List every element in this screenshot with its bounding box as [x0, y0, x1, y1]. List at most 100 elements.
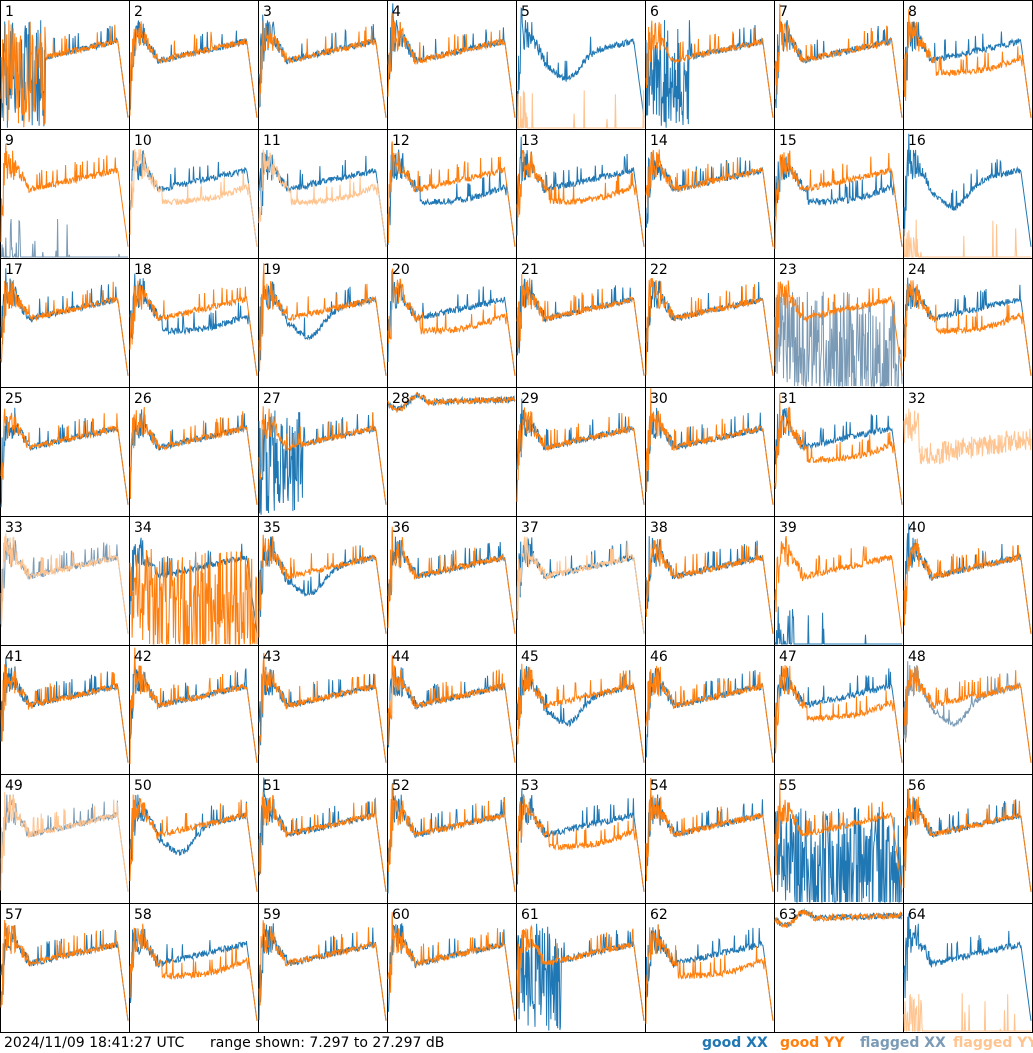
series-good-xx [0, 407, 129, 508]
series-good-xx [903, 913, 1032, 1021]
panel-15: 15 [774, 129, 904, 259]
panel-label: 32 [908, 391, 926, 407]
panel-label: 57 [5, 907, 23, 923]
panel-47: 47 [774, 645, 904, 775]
series-good-xx [516, 923, 645, 1031]
series-good-xx [516, 7, 645, 119]
panel-label: 40 [908, 520, 926, 536]
series-good-yy [129, 407, 258, 505]
series-good-yy [903, 538, 1032, 634]
panel-23: 23 [774, 258, 904, 388]
series-good-yy [645, 149, 774, 247]
series-good-yy [903, 9, 1032, 118]
series-good-xx [387, 144, 516, 247]
series-good-yy [258, 652, 387, 763]
range-label: range shown: 7.297 to 27.297 dB [210, 1035, 445, 1051]
panel-1: 1 [0, 0, 130, 130]
panel-label: 11 [263, 133, 281, 149]
series-good-yy [387, 268, 516, 376]
series-good-yy [516, 150, 645, 247]
panel-14: 14 [645, 129, 775, 259]
panel-2: 2 [129, 0, 259, 130]
panel-33: 33 [0, 516, 130, 646]
series-good-yy [258, 20, 387, 118]
panel-59: 59 [258, 903, 388, 1033]
series-good-xx [516, 136, 645, 247]
panel-64: 64 [903, 903, 1033, 1033]
panel-34: 34 [129, 516, 259, 646]
panel-37: 37 [516, 516, 646, 646]
series-flagged-xx [0, 218, 128, 259]
panel-label: 61 [521, 907, 539, 923]
panel-label: 41 [5, 649, 23, 665]
panel-3: 3 [258, 0, 388, 130]
series-good-yy [129, 647, 258, 765]
panel-53: 53 [516, 774, 646, 904]
panel-62: 62 [645, 903, 775, 1033]
series-good-xx [129, 20, 258, 118]
panel-46: 46 [645, 645, 775, 775]
series-good-yy [0, 280, 129, 376]
series-good-yy [645, 924, 774, 1024]
series-good-xx [774, 19, 903, 118]
panel-19: 19 [258, 258, 388, 388]
panel-label: 53 [521, 778, 539, 794]
series-good-xx [258, 150, 387, 247]
series-good-xx [903, 21, 1032, 118]
series-good-yy [129, 280, 258, 376]
panel-label: 58 [134, 907, 152, 923]
series-good-xx [903, 133, 1032, 247]
panel-label: 4 [392, 4, 401, 20]
series-flagged-xx [903, 661, 1032, 763]
panel-label: 19 [263, 262, 281, 278]
series-good-yy [774, 393, 903, 505]
panel-label: 5 [521, 4, 530, 20]
panel-30: 30 [645, 387, 775, 517]
panel-label: 47 [779, 649, 797, 665]
panel-44: 44 [387, 645, 517, 775]
series-good-xx [258, 777, 387, 892]
series-good-yy [0, 919, 129, 1021]
series-good-yy [0, 20, 129, 128]
panel-10: 10 [129, 129, 259, 259]
panel-42: 42 [129, 645, 259, 775]
panel-label: 15 [779, 133, 797, 149]
series-good-yy [0, 143, 129, 247]
panel-label: 24 [908, 262, 926, 278]
series-good-xx [774, 155, 903, 247]
panel-41: 41 [0, 645, 130, 775]
series-good-xx [129, 663, 258, 763]
series-good-yy [903, 665, 1032, 763]
series-good-xx [0, 268, 129, 376]
panel-label: 42 [134, 649, 152, 665]
series-good-xx [645, 151, 774, 247]
panel-24: 24 [903, 258, 1033, 388]
panel-label: 25 [5, 391, 23, 407]
panel-20: 20 [387, 258, 517, 388]
series-good-yy [645, 777, 774, 892]
panel-label: 33 [5, 520, 23, 536]
series-good-xx [0, 657, 129, 763]
series-good-yy [903, 280, 1032, 376]
panel-label: 30 [650, 391, 668, 407]
panel-label: 8 [908, 4, 917, 20]
panel-51: 51 [258, 774, 388, 904]
panel-60: 60 [387, 903, 517, 1033]
series-good-xx [645, 403, 774, 505]
series-good-xx [774, 407, 903, 505]
panel-49: 49 [0, 774, 130, 904]
series-good-xx [258, 666, 387, 763]
series-good-yy [387, 141, 516, 247]
panel-label: 51 [263, 778, 281, 794]
series-good-yy [516, 794, 645, 892]
series-flagged-xx [774, 291, 903, 387]
panel-label: 12 [392, 133, 410, 149]
panel-12: 12 [387, 129, 517, 259]
panel-7: 7 [774, 0, 904, 130]
series-flagged-yy [0, 533, 129, 634]
panel-label: 7 [779, 4, 788, 20]
panel-63: 63 [774, 903, 904, 1033]
series-good-yy [387, 912, 516, 1021]
series-good-xx [645, 536, 774, 634]
panel-11: 11 [258, 129, 388, 259]
